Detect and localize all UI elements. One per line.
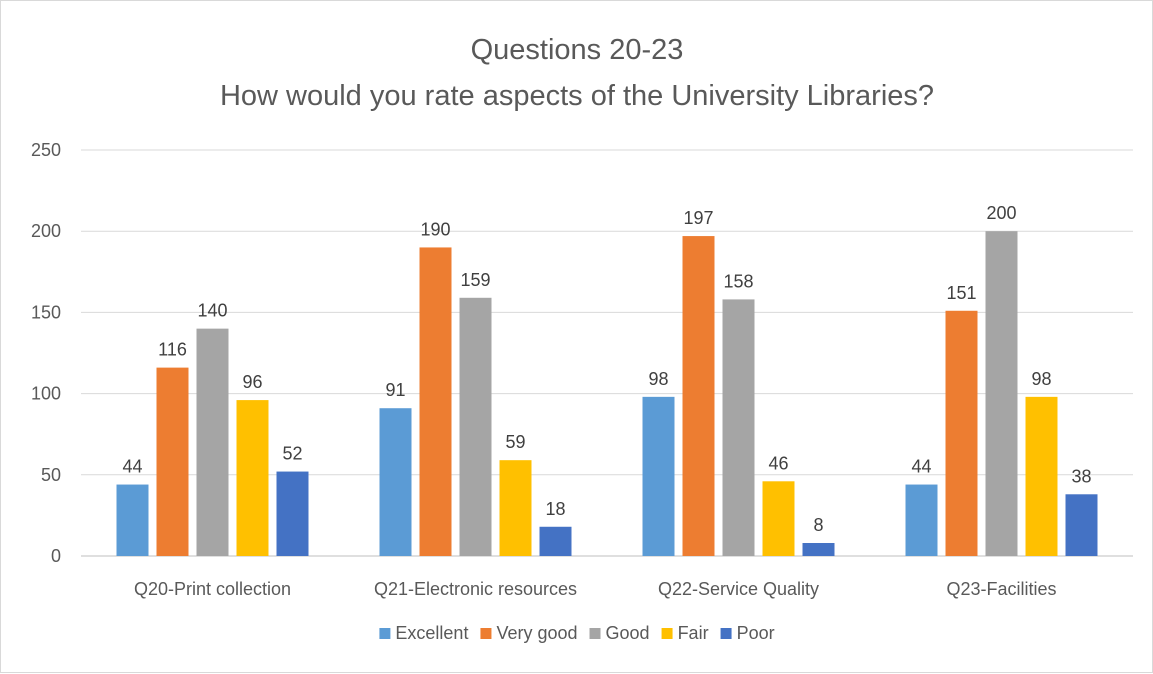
- data-label: 44: [122, 457, 142, 477]
- y-tick-label: 0: [51, 546, 61, 566]
- bar: [642, 396, 675, 556]
- data-label: 116: [158, 340, 187, 360]
- y-tick-label: 100: [31, 384, 61, 404]
- data-label: 197: [683, 208, 713, 228]
- legend-label: Fair: [678, 623, 709, 643]
- y-tick-label: 50: [41, 465, 61, 485]
- bar: [276, 471, 309, 556]
- legend-label: Good: [606, 623, 650, 643]
- legend-swatch: [720, 628, 732, 639]
- data-label: 98: [1031, 369, 1051, 389]
- chart-title: Questions 20-23: [471, 34, 684, 66]
- y-tick-label: 200: [31, 221, 61, 241]
- bar: [156, 367, 189, 556]
- data-label: 158: [723, 271, 753, 291]
- bar: [116, 484, 149, 556]
- x-tick-label: Q20-Print collection: [134, 579, 291, 599]
- legend-swatch: [661, 628, 673, 639]
- bar: [762, 481, 795, 556]
- x-tick-label: Q22-Service Quality: [658, 579, 819, 599]
- bar: [196, 328, 229, 556]
- bar: [539, 526, 572, 556]
- legend-label: Excellent: [395, 623, 468, 643]
- x-tick-label: Q21-Electronic resources: [374, 579, 577, 599]
- data-label: 59: [505, 432, 525, 452]
- legend-item: Poor: [720, 623, 775, 643]
- legend-item: Excellent: [379, 623, 468, 643]
- bar: [419, 247, 452, 556]
- data-label: 98: [648, 369, 668, 389]
- bar: [905, 484, 938, 556]
- data-label: 200: [986, 203, 1016, 223]
- data-label: 52: [282, 444, 302, 464]
- data-label: 44: [911, 457, 931, 477]
- bar: [802, 543, 835, 556]
- bar: [985, 231, 1018, 556]
- bar: [1025, 396, 1058, 556]
- bar: [379, 408, 412, 556]
- chart-subtitle: How would you rate aspects of the Univer…: [220, 80, 934, 112]
- legend-swatch: [480, 628, 492, 639]
- bar: [459, 297, 492, 556]
- data-label: 159: [460, 270, 490, 290]
- bar: [236, 400, 269, 556]
- bar: [499, 460, 532, 556]
- x-tick-label: Q23-Facilities: [946, 579, 1056, 599]
- legend-item: Good: [589, 623, 650, 643]
- data-label: 8: [813, 515, 823, 535]
- x-axis-ticks: Q20-Print collection Q21-Electronic resou…: [134, 579, 1057, 599]
- data-label: 140: [197, 301, 227, 321]
- legend-label: Very good: [496, 623, 577, 643]
- bar: [1065, 494, 1098, 556]
- legend-label: Poor: [737, 623, 775, 643]
- bar: [722, 299, 755, 556]
- data-label: 46: [768, 453, 788, 473]
- legend-item: Fair: [661, 623, 709, 643]
- legend-swatch: [379, 628, 391, 639]
- data-label: 91: [385, 380, 405, 400]
- data-label: 18: [545, 499, 565, 519]
- bar: [682, 236, 715, 556]
- data-label: 38: [1071, 466, 1091, 486]
- data-label: 96: [242, 372, 262, 392]
- legend-swatch: [589, 628, 601, 639]
- bars: [116, 231, 1098, 556]
- y-tick-label: 150: [31, 302, 61, 322]
- data-label: 190: [420, 219, 450, 239]
- legend: Excellent Very good Good Fair Poor: [379, 623, 775, 643]
- bar: [945, 310, 978, 556]
- legend-item: Very good: [480, 623, 578, 643]
- y-axis-ticks: 0 50 100 150 200 250: [31, 140, 61, 566]
- data-labels: 44 116 140 96 52 91 190 159 59 18 98 197 158 46 8 44 151…: [122, 203, 1091, 535]
- data-label: 151: [946, 283, 976, 303]
- y-tick-label: 250: [31, 140, 61, 160]
